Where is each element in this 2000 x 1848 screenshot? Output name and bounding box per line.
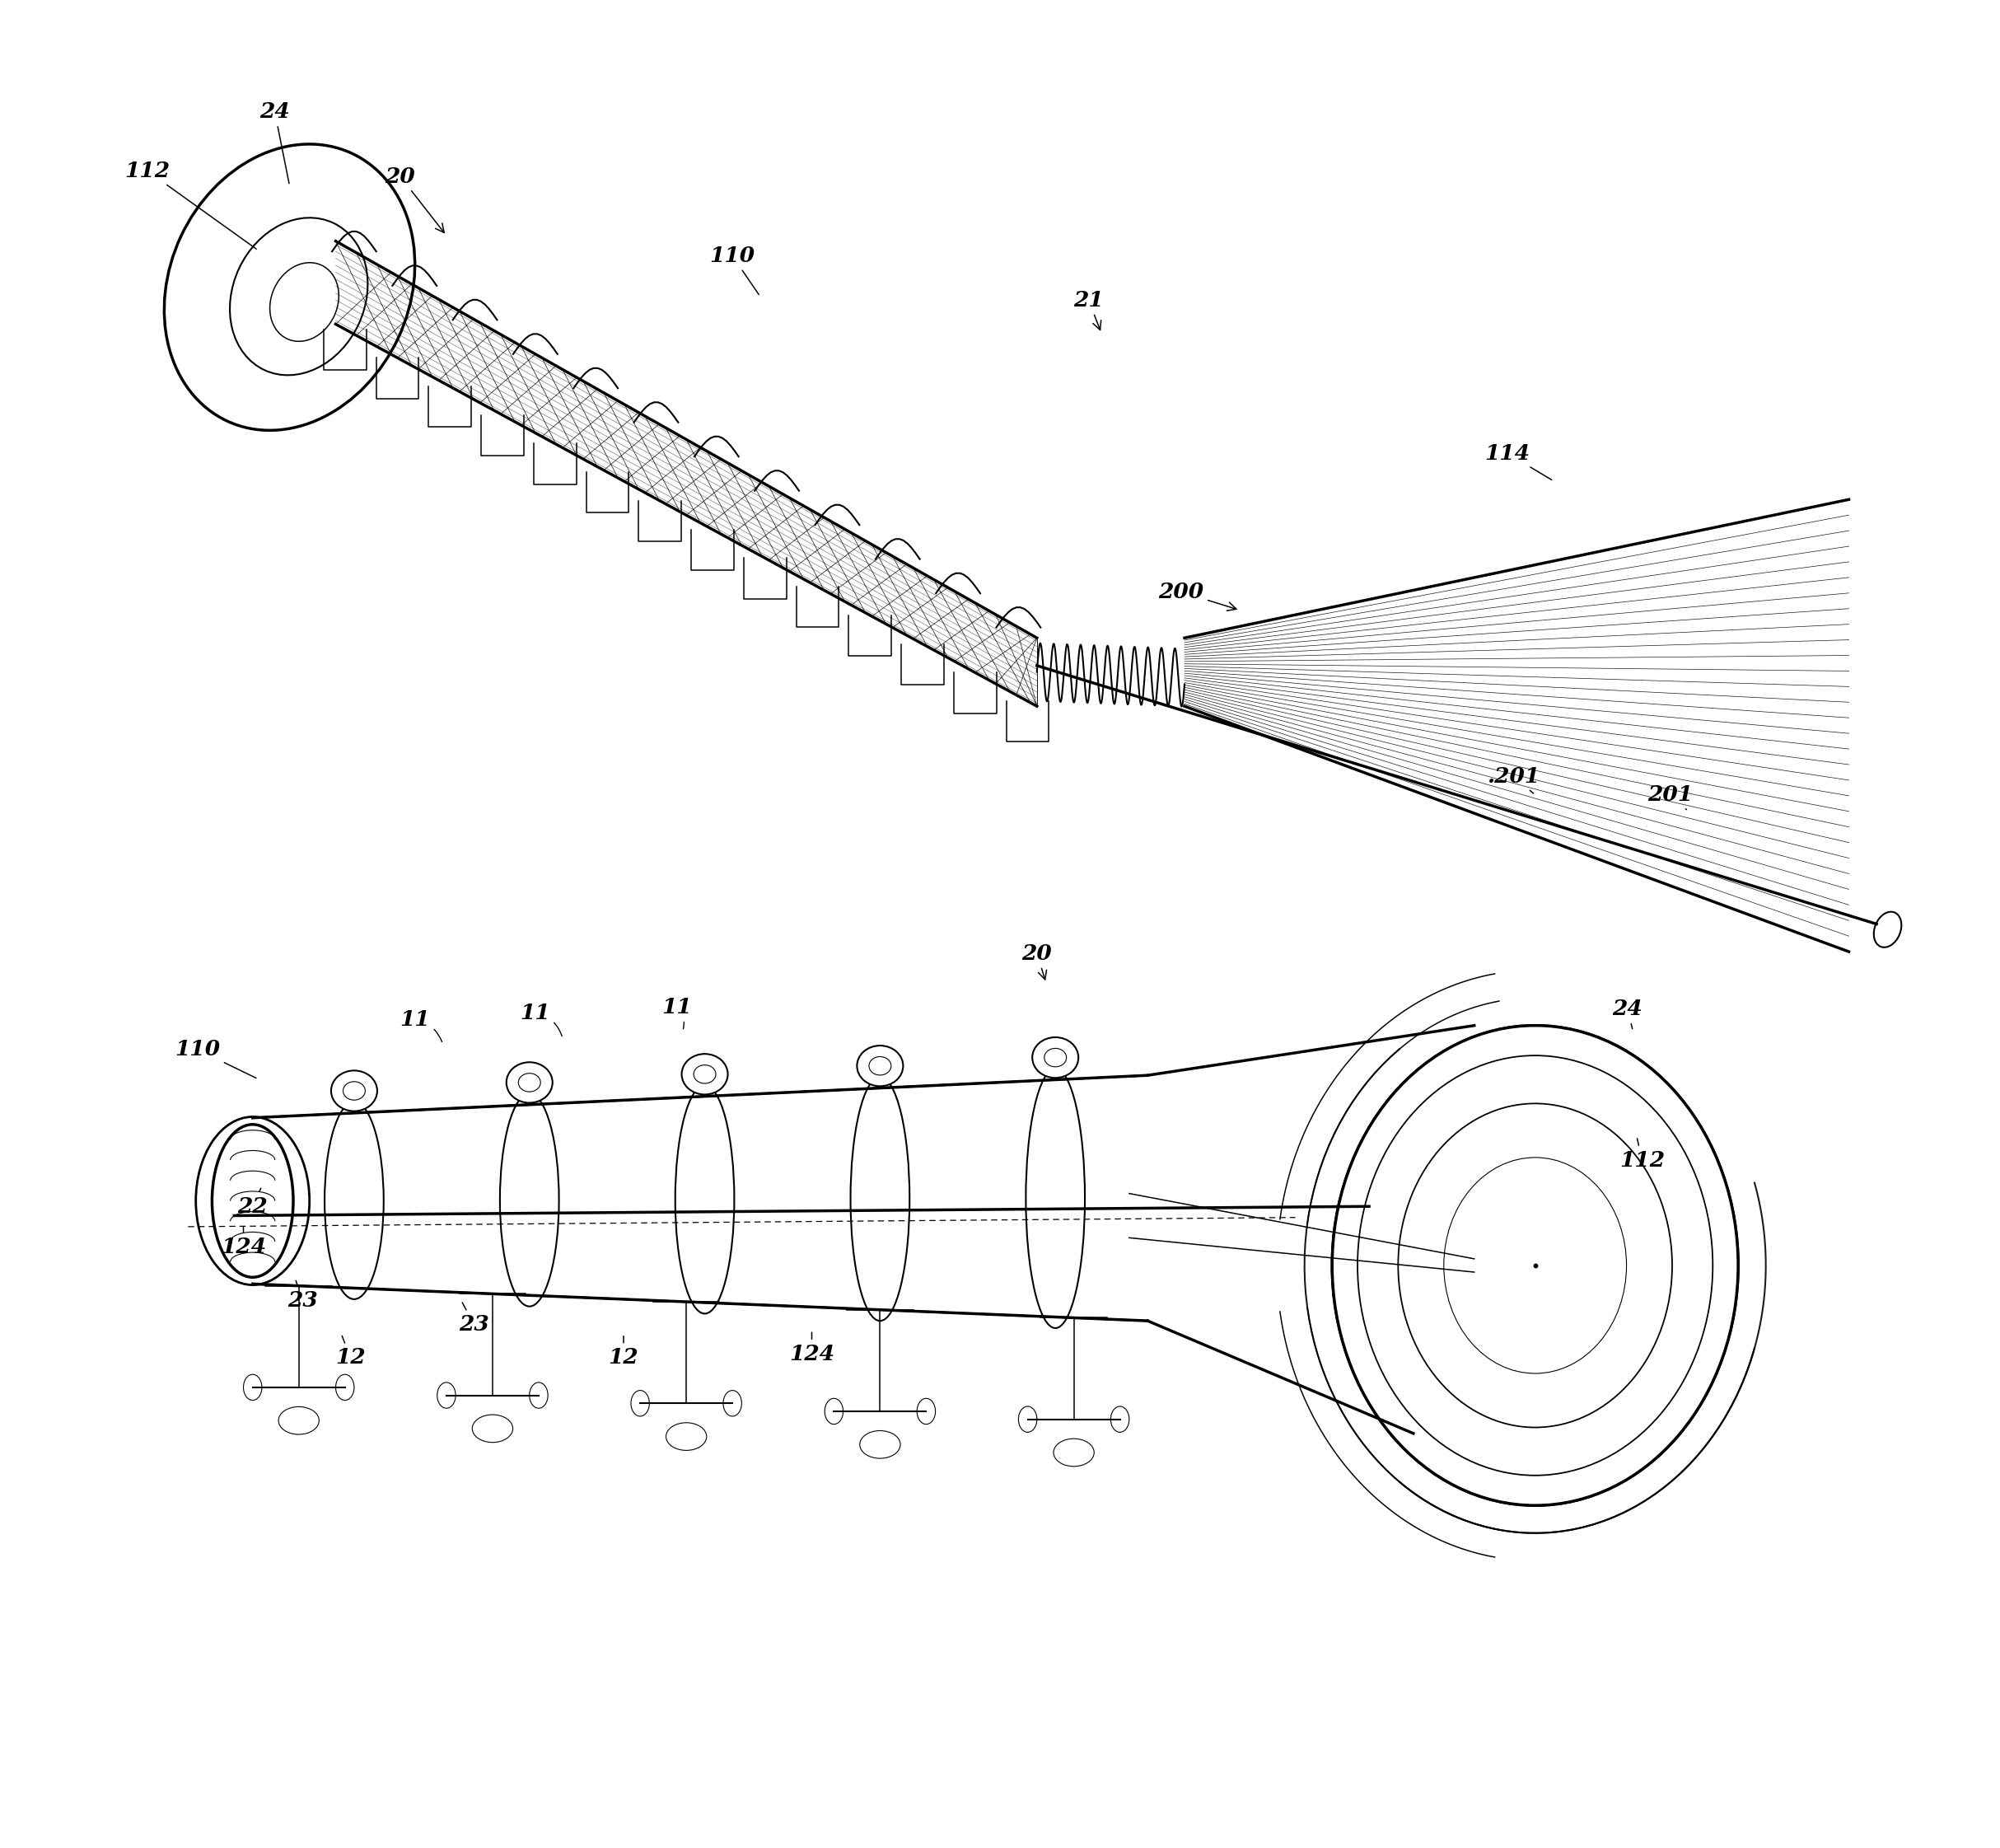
Text: 11: 11 [662,996,692,1029]
Ellipse shape [500,1094,558,1307]
Text: 110: 110 [710,246,758,294]
Ellipse shape [164,144,414,431]
Ellipse shape [868,1057,892,1076]
Ellipse shape [324,1101,384,1299]
Ellipse shape [1444,1157,1626,1373]
Text: 201: 201 [1648,785,1692,809]
Ellipse shape [1358,1055,1712,1475]
Text: 11: 11 [520,1002,562,1037]
Ellipse shape [1874,911,1902,948]
Text: 20: 20 [1022,942,1052,979]
Ellipse shape [1044,1048,1066,1066]
Ellipse shape [1358,1055,1712,1475]
Ellipse shape [724,1390,742,1416]
Text: 21: 21 [1074,290,1104,331]
Ellipse shape [196,1116,310,1284]
Ellipse shape [344,1081,366,1100]
Ellipse shape [244,1375,262,1401]
Ellipse shape [506,1063,552,1103]
Text: 22: 22 [238,1188,268,1216]
Ellipse shape [438,1382,456,1408]
Text: 23: 23 [288,1281,318,1310]
Ellipse shape [1026,1068,1084,1329]
Text: 124: 124 [220,1227,266,1257]
Ellipse shape [694,1064,716,1083]
Text: 23: 23 [458,1303,490,1334]
Text: 20: 20 [386,166,444,233]
Text: .201: .201 [1486,767,1540,793]
Ellipse shape [824,1399,844,1425]
Ellipse shape [1398,1103,1672,1427]
Text: 11: 11 [400,1009,442,1042]
Ellipse shape [630,1390,650,1416]
Text: 12: 12 [608,1336,638,1368]
Text: 124: 124 [790,1332,834,1364]
Text: 24: 24 [1612,998,1642,1029]
Ellipse shape [856,1046,904,1087]
Ellipse shape [212,1124,294,1277]
Text: 12: 12 [336,1336,366,1368]
Ellipse shape [230,218,368,375]
Ellipse shape [1444,1157,1626,1373]
Text: 114: 114 [1484,444,1552,480]
Ellipse shape [1332,1026,1738,1506]
Ellipse shape [682,1053,728,1094]
Text: 24: 24 [260,102,290,183]
Ellipse shape [1018,1406,1036,1432]
Text: 110: 110 [174,1039,256,1077]
Ellipse shape [916,1399,936,1425]
Ellipse shape [860,1430,900,1458]
Ellipse shape [850,1077,910,1321]
Ellipse shape [278,1406,320,1434]
Ellipse shape [518,1074,540,1092]
Ellipse shape [270,262,338,342]
Ellipse shape [472,1416,512,1443]
Text: 112: 112 [124,161,256,249]
Ellipse shape [1398,1103,1672,1427]
Ellipse shape [336,1375,354,1401]
Ellipse shape [1032,1037,1078,1077]
Ellipse shape [1110,1406,1130,1432]
Text: 200: 200 [1158,582,1236,610]
Ellipse shape [676,1085,734,1314]
Text: 112: 112 [1620,1138,1664,1170]
Ellipse shape [1054,1440,1094,1465]
Ellipse shape [530,1382,548,1408]
Ellipse shape [332,1070,378,1111]
Ellipse shape [666,1423,706,1451]
Ellipse shape [1332,1026,1738,1506]
Ellipse shape [212,1124,294,1277]
